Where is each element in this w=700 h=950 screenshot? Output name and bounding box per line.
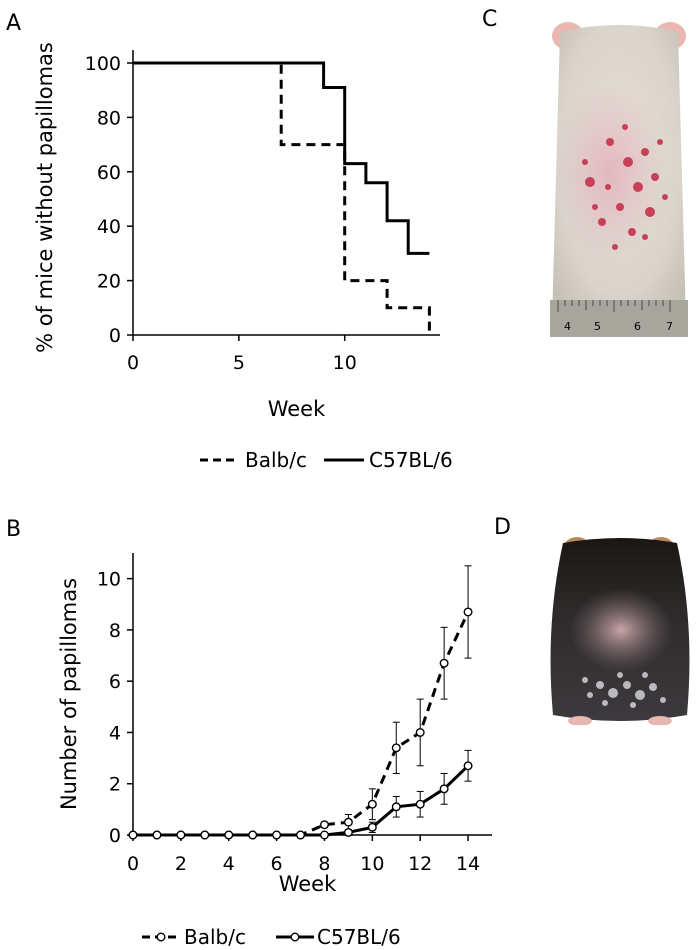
ruler-label: 5	[594, 320, 601, 333]
ruler	[550, 300, 688, 337]
x-tick-label: 0	[127, 352, 139, 374]
data-point	[272, 830, 282, 840]
series-c57bl6	[128, 749, 473, 840]
papilloma-count-chart: 0 2 4 6 8 10 0 2 4 6 8 10 12 14 Week Number of papill…	[57, 553, 492, 949]
chart-b-series	[128, 565, 473, 840]
chart-a-axes	[132, 50, 440, 336]
data-point	[128, 830, 138, 840]
data-point	[296, 830, 306, 840]
y-tick-label: 20	[97, 271, 121, 293]
data-point	[415, 727, 425, 737]
x-tick-label: 8	[318, 853, 330, 875]
data-point	[415, 799, 425, 809]
survival-chart: 0 20 40 60 80 100 0 5 10 Week % of mice without …	[33, 42, 453, 472]
series-line-c57bl6	[133, 61, 430, 255]
chart-a-ticks: 0 20 40 60 80 100 0 5 10	[85, 53, 357, 374]
series-line-c57bl6	[133, 764, 470, 837]
data-point	[343, 827, 353, 837]
y-tick-label: 100	[85, 53, 121, 75]
papilloma-spots	[582, 124, 668, 250]
legend-marker-balbc	[156, 932, 166, 942]
data-point	[463, 761, 473, 771]
chart-a-y-axis-title: % of mice without papillomas	[33, 42, 57, 353]
ruler-label: 7	[666, 320, 673, 333]
data-point	[224, 830, 234, 840]
data-point	[152, 830, 162, 840]
y-tick-label: 40	[97, 216, 121, 238]
x-tick-label: 5	[233, 352, 245, 374]
panel-letter-b: B	[6, 517, 21, 542]
chart-b-x-axis-title: Week	[279, 872, 337, 896]
legend-label-balbc: Balb/c	[245, 448, 307, 472]
shaved-skin-area	[569, 588, 673, 672]
shaved-skin-area	[555, 82, 665, 262]
x-tick-label: 10	[360, 853, 384, 875]
legend-label-c57bl6: C57BL/6	[369, 448, 453, 472]
data-point	[463, 607, 473, 617]
data-point	[439, 658, 449, 668]
chart-b-legend: Balb/c C57BL/6	[142, 925, 401, 949]
x-tick-label: 12	[408, 853, 432, 875]
chart-b-y-axis-title: Number of papillomas	[57, 578, 81, 810]
legend-label-balbc: Balb/c	[184, 925, 246, 949]
data-point	[319, 820, 329, 830]
y-tick-label: 0	[109, 325, 121, 347]
photo-black-mouse	[545, 535, 695, 725]
x-tick-label: 0	[127, 853, 139, 875]
y-tick-label: 80	[97, 107, 121, 129]
ruler-label: 6	[634, 320, 641, 333]
y-tick-label: 8	[109, 620, 121, 642]
x-tick-label: 4	[223, 853, 235, 875]
y-tick-label: 10	[97, 569, 121, 591]
data-point	[343, 817, 353, 827]
data-point	[319, 830, 329, 840]
x-tick-label: 6	[271, 853, 283, 875]
series-line-balbc	[133, 61, 431, 335]
legend-label-c57bl6: C57BL/6	[317, 925, 401, 949]
panel-letter-c: C	[482, 7, 497, 32]
data-point	[367, 799, 377, 809]
legend-marker-c57bl6	[290, 932, 300, 942]
y-tick-label: 2	[109, 774, 121, 796]
data-point	[200, 830, 210, 840]
x-tick-label: 10	[333, 352, 357, 374]
x-tick-label: 14	[456, 853, 480, 875]
y-tick-label: 60	[97, 162, 121, 184]
panel-letter-d: D	[494, 515, 511, 540]
ruler-ticks	[557, 300, 671, 312]
photo-white-mouse: 4 5 6 7	[550, 22, 688, 337]
data-point	[176, 830, 186, 840]
ruler-label: 4	[564, 320, 571, 333]
data-point	[367, 822, 377, 832]
data-point	[439, 784, 449, 794]
papilloma-spots	[582, 672, 666, 708]
chart-a-series	[133, 61, 431, 335]
panel-letter-a: A	[6, 11, 21, 36]
data-point	[248, 830, 258, 840]
y-tick-label: 4	[109, 722, 121, 744]
chart-a-x-axis-title: Week	[268, 397, 326, 421]
data-point	[391, 802, 401, 812]
chart-a-legend: Balb/c C57BL/6	[200, 448, 453, 472]
y-tick-label: 6	[109, 671, 121, 693]
x-tick-label: 2	[175, 853, 187, 875]
y-tick-label: 0	[109, 825, 121, 847]
data-point	[391, 743, 401, 753]
